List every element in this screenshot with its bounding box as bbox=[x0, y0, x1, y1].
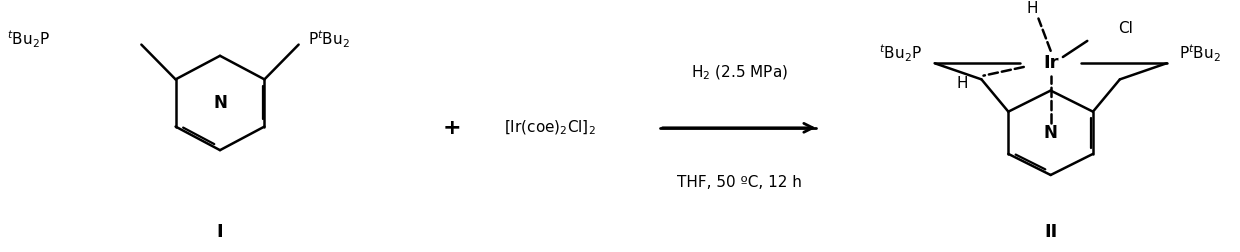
Text: THF, 50 ºC, 12 h: THF, 50 ºC, 12 h bbox=[677, 175, 801, 190]
Text: H: H bbox=[1027, 1, 1038, 16]
Text: $^t$Bu$_2$P: $^t$Bu$_2$P bbox=[6, 29, 50, 50]
Text: $^t$Bu$_2$P: $^t$Bu$_2$P bbox=[879, 43, 923, 64]
Text: P$^t$Bu$_2$: P$^t$Bu$_2$ bbox=[309, 29, 351, 50]
Text: +: + bbox=[443, 118, 461, 138]
Text: N: N bbox=[1044, 124, 1058, 142]
Text: H: H bbox=[957, 76, 968, 91]
Text: Cl: Cl bbox=[1117, 21, 1132, 36]
Text: [Ir(coe)$_2$Cl]$_2$: [Ir(coe)$_2$Cl]$_2$ bbox=[503, 119, 595, 137]
Text: II: II bbox=[1044, 223, 1058, 241]
Text: P$^t$Bu$_2$: P$^t$Bu$_2$ bbox=[1179, 43, 1221, 64]
Text: N: N bbox=[213, 94, 227, 112]
Text: H$_2$ (2.5 MPa): H$_2$ (2.5 MPa) bbox=[691, 64, 787, 82]
Text: I: I bbox=[217, 223, 223, 241]
Text: Ir: Ir bbox=[1043, 54, 1059, 72]
